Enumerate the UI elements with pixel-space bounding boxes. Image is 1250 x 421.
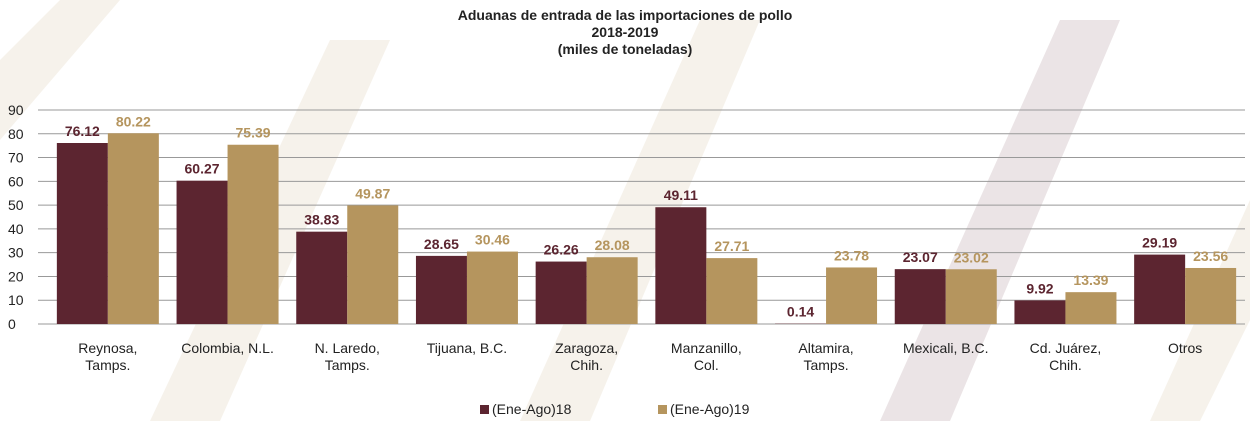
chart-title: Aduanas de entrada de las importaciones … [458,7,793,23]
bar [1065,292,1117,324]
legend-label: (Ene-Ago)19 [670,401,750,417]
y-tick-label: 20 [8,268,24,284]
bar [945,269,997,324]
value-label: 76.12 [65,123,100,139]
bar [227,144,279,324]
value-label: 38.83 [304,212,339,228]
y-tick-label: 80 [8,126,24,142]
x-tick-label: N. Laredo, Tamps. [315,340,380,373]
x-tick-label: Reynosa, Tamps. [78,340,137,373]
value-label: 28.65 [424,236,459,252]
value-label: 29.19 [1142,235,1177,251]
x-tick-label: Tijuana, B.C. [427,340,507,356]
chart-title: (miles de toneladas) [558,41,693,57]
value-label: 49.87 [355,185,390,201]
bar [706,258,758,324]
value-label: 26.26 [544,242,579,258]
x-tick-label: Cd. Juárez, Chih. [1030,340,1102,373]
bar [1185,267,1237,324]
value-label: 23.78 [834,247,869,263]
value-label: 80.22 [116,113,151,129]
x-tick-label: Zaragoza, Chih. [555,340,618,373]
legend-swatch [480,405,489,414]
bar [107,133,159,324]
y-tick-label: 60 [8,173,24,189]
legend-swatch [658,405,667,414]
bar [415,255,467,324]
value-label: 23.02 [954,249,989,265]
x-tick-label: Altamira, Tamps. [798,340,853,373]
bar [56,143,108,324]
y-tick-label: 70 [8,150,24,166]
x-tick-label: Mexicali, B.C. [903,340,989,356]
bar [176,180,228,324]
bar [466,251,518,324]
bar [1014,300,1066,324]
value-label: 75.39 [236,125,271,141]
y-tick-label: 50 [8,197,24,213]
bar [535,261,587,324]
bar [826,267,878,324]
value-label: 27.71 [714,238,749,254]
value-label: 13.39 [1073,272,1108,288]
y-tick-label: 0 [8,316,16,332]
bar [347,205,399,324]
value-label: 0.14 [787,304,814,320]
value-label: 49.11 [664,187,698,203]
value-label: 60.27 [185,161,220,177]
x-tick-label: Otros [1168,340,1202,356]
bar [296,231,348,324]
chart-title: 2018-2019 [592,24,659,40]
x-tick-label: Manzanillo, Col. [671,340,742,373]
y-tick-label: 40 [8,221,24,237]
value-label: 23.07 [903,249,938,265]
y-tick-label: 10 [8,292,24,308]
value-label: 28.08 [595,237,630,253]
bar [586,257,638,324]
value-label: 9.92 [1026,280,1053,296]
x-tick-label: Colombia, N.L. [181,340,274,356]
y-tick-label: 90 [8,102,24,118]
value-label: 30.46 [475,232,510,248]
bar [894,269,946,324]
bar [655,207,707,324]
y-tick-label: 30 [8,245,24,261]
value-label: 23.56 [1193,248,1228,264]
legend-label: (Ene-Ago)18 [492,401,572,417]
bar [1134,254,1186,324]
